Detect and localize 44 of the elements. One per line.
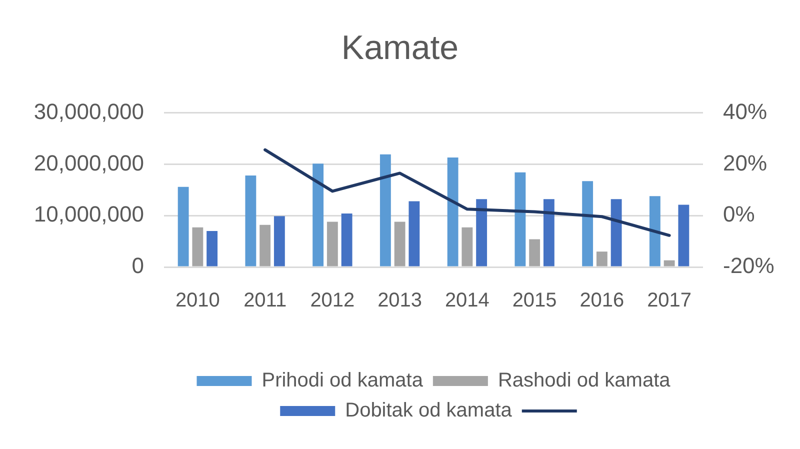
x-tick-label: 2012 [310, 290, 355, 312]
legend-label: Rashodi od kamata [498, 370, 672, 392]
chart-title: Kamate [341, 28, 459, 67]
bar [408, 201, 420, 266]
bar [462, 227, 473, 266]
legend-label: Dobitak od kamata [345, 400, 513, 422]
bar [678, 204, 690, 266]
bar [447, 158, 458, 266]
bar [394, 222, 406, 266]
bar [312, 164, 324, 266]
y2-tick-label: 20% [723, 150, 768, 176]
bar [610, 199, 622, 266]
y2-tick-label: -20% [723, 253, 774, 278]
bar [274, 216, 285, 266]
y2-tick-label: 0% [723, 202, 755, 227]
bar [529, 239, 540, 266]
bar [543, 199, 554, 266]
y-tick-label: 10,000,000 [34, 202, 144, 227]
x-tick-label: 2016 [580, 290, 624, 312]
bar [326, 222, 338, 266]
bar [380, 154, 391, 266]
x-tick-label: 2014 [444, 290, 490, 312]
legend-label: Prihodi od kamata [262, 370, 424, 392]
bar [341, 214, 352, 266]
bar [476, 199, 488, 266]
bar [178, 186, 189, 266]
x-tick-label: 2015 [512, 290, 557, 312]
bar [582, 181, 594, 266]
x-tick-label: 2017 [647, 290, 692, 312]
x-tick-label: 2010 [175, 290, 220, 312]
bar [245, 176, 256, 266]
y2-tick-label: 40% [723, 98, 768, 124]
x-tick-label: 2013 [378, 290, 422, 312]
bar [596, 252, 608, 266]
y-tick-label: 0 [132, 253, 144, 278]
bar [649, 196, 660, 266]
y-tick-label: 30,000,000 [34, 98, 144, 124]
x-tick-label: 2011 [244, 290, 287, 312]
bar [260, 224, 271, 266]
y-tick-label: 20,000,000 [34, 150, 144, 176]
bar [664, 260, 675, 266]
bar [514, 172, 526, 266]
bar [206, 231, 218, 266]
bar [192, 227, 204, 266]
